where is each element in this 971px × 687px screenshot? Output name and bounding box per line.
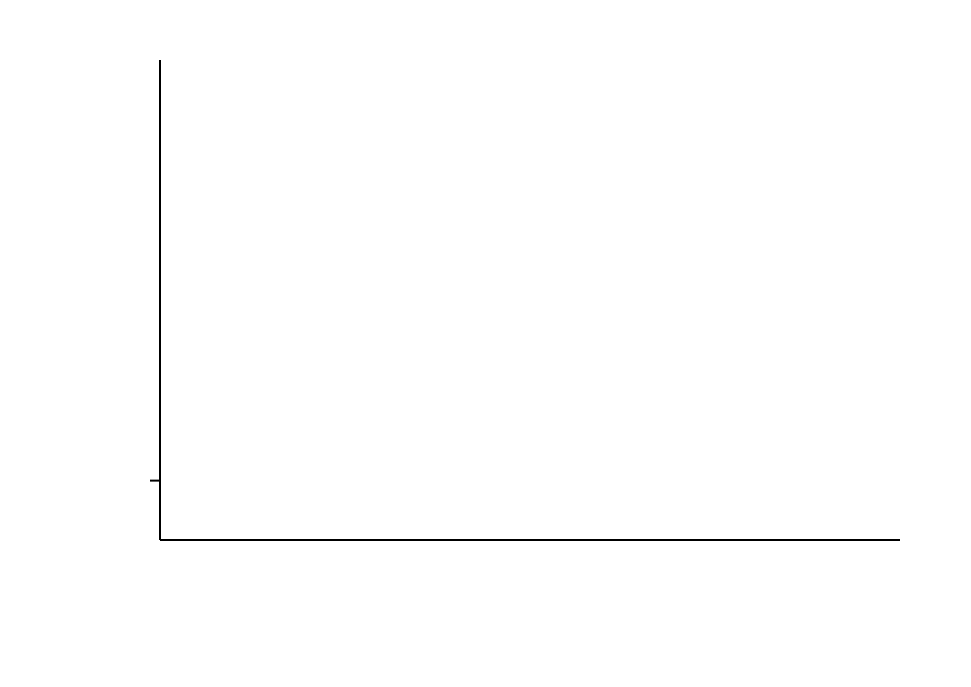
chart-container [0,0,971,687]
chart-svg [0,0,971,687]
